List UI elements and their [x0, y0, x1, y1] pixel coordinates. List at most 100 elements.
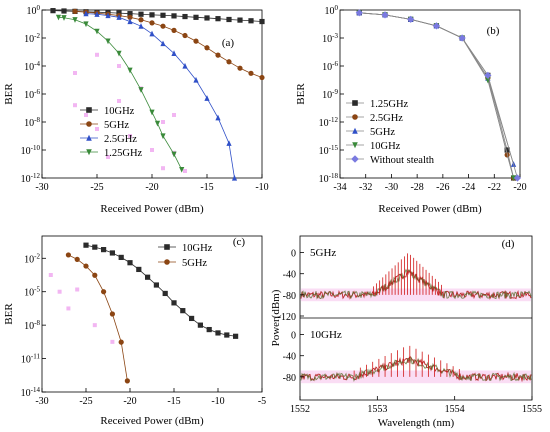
data-point — [237, 65, 243, 71]
x-tick-label: -30 — [35, 396, 48, 407]
x-tick-label: -10 — [211, 396, 224, 407]
data-point — [171, 13, 177, 19]
y-tick-label: 0 — [291, 331, 296, 342]
data-point — [149, 30, 155, 37]
data-point — [171, 50, 177, 56]
x-tick-label: -34 — [333, 182, 346, 193]
data-point — [83, 21, 89, 28]
legend-label: 5GHz — [370, 127, 395, 138]
series-line — [359, 12, 514, 179]
data-point — [94, 11, 100, 17]
legend: 10GHz 5GHz — [158, 243, 213, 269]
legend-marker — [86, 149, 92, 156]
data-point — [226, 140, 232, 146]
data-point — [204, 15, 210, 21]
series-without-stealth — [355, 9, 522, 182]
x-tick-label: -15 — [200, 182, 213, 193]
data-point — [127, 67, 133, 74]
data-point — [118, 254, 124, 261]
data-point — [179, 166, 185, 173]
legend-marker — [352, 100, 358, 106]
y-axis-label: Power(dBm) — [270, 289, 282, 346]
legend-label: Without stealth — [370, 155, 435, 166]
legend-marker — [86, 121, 92, 127]
data-point — [153, 282, 159, 288]
x-tick-label: -20 — [123, 396, 136, 407]
data-point — [204, 45, 210, 51]
y-tick-label: 10-6 — [24, 88, 40, 101]
data-point — [116, 50, 122, 57]
x-tick-label: -25 — [79, 396, 92, 407]
x-tick-label: 1553 — [367, 404, 387, 415]
data-point — [171, 151, 177, 158]
ghost-point — [75, 287, 80, 292]
x-tick-label: -26 — [436, 182, 449, 193]
ghost-point — [117, 64, 121, 68]
ghost-point — [95, 52, 99, 57]
series-10ghz — [50, 8, 265, 25]
panel-tag: (d) — [502, 238, 515, 250]
data-point — [160, 40, 166, 47]
data-point — [149, 109, 155, 116]
data-point — [154, 120, 161, 127]
data-point — [248, 18, 254, 24]
y-tick-label: 10-18 — [319, 172, 339, 185]
data-point — [226, 59, 232, 65]
data-point — [160, 23, 166, 29]
y-tick-label: -80 — [283, 291, 296, 302]
data-point — [127, 18, 133, 25]
data-point — [231, 174, 238, 181]
data-point — [237, 17, 243, 23]
y-tick-label: 10-12 — [319, 116, 339, 129]
data-point — [193, 14, 199, 20]
ghost-point — [48, 273, 53, 277]
legend-label: 10GHz — [182, 243, 213, 254]
y-tick-label: 10-5 — [24, 286, 40, 299]
legend-label: 2.5GHz — [370, 113, 403, 124]
data-point — [118, 339, 124, 345]
legend-marker — [86, 134, 92, 141]
x-tick-label: -5 — [258, 396, 266, 407]
data-point — [171, 300, 177, 306]
data-point — [101, 289, 107, 295]
data-point — [149, 20, 155, 26]
data-point — [215, 16, 221, 22]
x-tick-label: 1555 — [522, 404, 542, 415]
data-point — [182, 13, 188, 20]
ghost-point — [73, 71, 77, 75]
x-tick-label: -24 — [462, 182, 475, 193]
data-point — [484, 71, 492, 79]
data-point — [138, 17, 144, 23]
ghost-point — [73, 103, 77, 108]
legend-marker — [164, 259, 170, 265]
data-point — [171, 27, 177, 33]
x-axis-label: Received Power (dBm) — [100, 203, 204, 215]
y-tick-label: -40 — [283, 270, 296, 281]
data-point — [432, 22, 441, 30]
x-tick-label: -22 — [488, 182, 501, 193]
y-tick-label: -80 — [283, 373, 296, 384]
x-tick-label: 1554 — [445, 404, 465, 415]
panel-tag: (b) — [487, 25, 500, 37]
data-point — [50, 8, 56, 14]
data-point — [83, 10, 89, 17]
data-point — [72, 17, 78, 23]
data-point — [61, 15, 67, 21]
data-point — [180, 308, 186, 314]
data-point — [105, 38, 111, 45]
series-line — [359, 12, 518, 179]
x-tick-label: -28 — [410, 182, 423, 193]
y-tick-label: 10-2 — [24, 252, 40, 265]
y-tick-label: 10-2 — [24, 32, 40, 45]
data-point — [65, 252, 71, 258]
subplot-label: 5GHz — [310, 247, 336, 259]
legend-marker — [352, 127, 358, 134]
ghost-point — [57, 289, 62, 294]
data-point — [248, 70, 254, 76]
data-point — [513, 174, 522, 182]
data-point — [109, 311, 115, 317]
data-point — [259, 18, 265, 25]
data-point — [105, 12, 111, 19]
data-point — [182, 62, 188, 69]
y-axis-label: BER — [295, 83, 307, 105]
